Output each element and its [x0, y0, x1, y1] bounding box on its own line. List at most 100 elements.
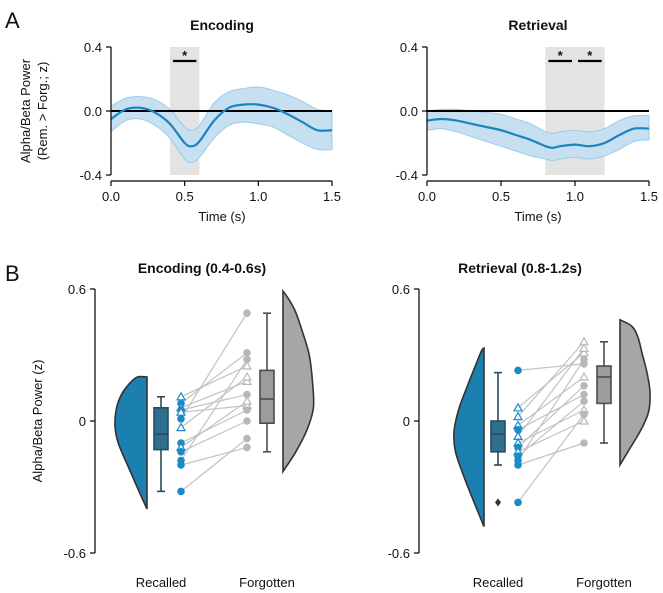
recalled-point: [175, 391, 187, 401]
recalled-violin: [114, 375, 148, 510]
pair-line: [180, 405, 248, 413]
category-label-forgotten: Forgotten: [576, 575, 632, 590]
recalled-point: [177, 448, 185, 456]
significance-star: *: [558, 48, 564, 63]
retrieval-title: Retrieval: [508, 17, 567, 33]
category-label-recalled: Recalled: [136, 575, 187, 590]
recalled-outlier: [495, 498, 501, 507]
encoding-y-label-line1: Alpha/Beta Power: [18, 58, 33, 163]
encoding-window-title: Encoding (0.4-0.6s): [138, 260, 266, 276]
encoding-timecourse-chart: Encoding * 0.40.0-0.40.0 0.5 1.0 1.5 Time (…: [18, 17, 341, 224]
pair-line: [517, 363, 585, 371]
encoding-title: Encoding: [190, 17, 254, 33]
y-tick-label: -0.4: [80, 168, 102, 183]
encoding-raincloud-chart: Encoding (0.4-0.6s) 0.6 0 -0.6 Recalled Forg…: [30, 260, 315, 590]
forgotten-point: [580, 397, 588, 406]
category-label-recalled: Recalled: [473, 575, 524, 590]
forgotten-point: [241, 395, 253, 405]
x-tick-label: 1.0: [249, 189, 267, 204]
y-tick-label: -0.4: [396, 168, 418, 183]
pair-line: [517, 385, 585, 448]
forgotten-point: [241, 376, 253, 385]
pair-line: [517, 341, 585, 417]
retrieval-timecourse-chart: Retrieval * * 0.40.0-0.40.0 0.5 1.0 1.5 Time…: [396, 17, 658, 224]
forgotten-point: [580, 410, 588, 419]
encoding-x-label: Time (s): [198, 209, 245, 224]
pair-line: [517, 359, 585, 461]
forgotten-point: [243, 349, 251, 357]
recalled-box: [153, 406, 169, 451]
recalled-point: [514, 366, 522, 375]
panel-letter-a: A: [5, 8, 20, 33]
forgotten-point: [578, 415, 590, 425]
y-tick-label: 0.6: [68, 282, 86, 297]
forgotten-point: [243, 434, 251, 443]
pair-line: [180, 400, 248, 448]
pair-line: [517, 352, 585, 409]
forgotten-point: [243, 309, 251, 318]
recalled-point: [177, 456, 185, 465]
forgotten-point: [578, 371, 590, 381]
forgotten-point: [580, 390, 588, 399]
pair-line: [180, 359, 248, 461]
x-tick-label: 0.5: [492, 189, 510, 204]
retrieval-window-title: Retrieval (0.8-1.2s): [458, 260, 582, 276]
recalled-point: [514, 426, 522, 434]
retrieval-x-label: Time (s): [514, 209, 561, 224]
y-tick-label: 0.6: [392, 282, 410, 297]
recalled-point: [512, 411, 524, 421]
pair-line: [180, 438, 248, 492]
recalled-point: [175, 422, 187, 432]
recalled-point: [177, 415, 185, 423]
forgotten-point: [243, 443, 251, 452]
recalled-point: [512, 402, 524, 412]
recalled-box: [490, 420, 506, 453]
x-tick-label: 1.5: [640, 189, 658, 204]
recalled-point: [514, 498, 522, 507]
forgotten-point: [243, 406, 251, 414]
pair-line: [180, 312, 248, 420]
x-tick-label: 1.5: [323, 189, 341, 204]
retrieval-ci-band: [426, 108, 650, 162]
pair-line: [517, 400, 585, 457]
forgotten-point: [241, 371, 253, 381]
y-tick-label: 0: [79, 414, 86, 429]
y-tick-label: 0.4: [400, 40, 418, 55]
significance-star: *: [587, 48, 593, 63]
pair-line: [517, 414, 585, 503]
pair-line: [180, 376, 248, 429]
recalled-violin: [452, 346, 485, 527]
recalled-point: [514, 456, 522, 465]
pair-line: [517, 394, 585, 431]
pair-line: [180, 409, 248, 444]
encoding-ci-band: [110, 86, 333, 163]
x-tick-label: 0.5: [176, 189, 194, 204]
forgotten-point: [580, 439, 588, 447]
y-tick-label: 0.4: [84, 40, 102, 55]
pair-line: [180, 352, 248, 404]
y-tick-label: -0.6: [388, 546, 410, 561]
pair-line: [180, 420, 248, 453]
forgotten-point: [243, 417, 251, 425]
x-tick-label: 0.0: [418, 189, 436, 204]
encoding-mean-line: [110, 103, 333, 148]
forgotten-point: [580, 355, 588, 364]
retrieval-raincloud-chart: Retrieval (0.8-1.2s) 0.6 0 -0.6 Recalled For…: [388, 260, 651, 590]
y-tick-label: -0.6: [64, 546, 86, 561]
pair-line: [517, 376, 585, 426]
category-label-forgotten: Forgotten: [239, 575, 295, 590]
y-tick-label: 0.0: [400, 104, 418, 119]
forgotten-point: [580, 382, 588, 390]
pair-line: [180, 446, 248, 466]
y-tick-label: 0.0: [84, 104, 102, 119]
pair-line: [180, 365, 248, 398]
forgotten-point: [243, 355, 251, 364]
significance-star: *: [182, 48, 188, 63]
pair-line: [517, 348, 585, 437]
pair-line: [517, 442, 585, 466]
encoding-y-label-line2: (Rem. > Forg.; z): [35, 62, 50, 161]
retrieval-mean-line: [426, 117, 650, 149]
raincloud-y-label: Alpha/Beta Power (z): [30, 360, 45, 483]
forgotten-point: [243, 390, 251, 399]
